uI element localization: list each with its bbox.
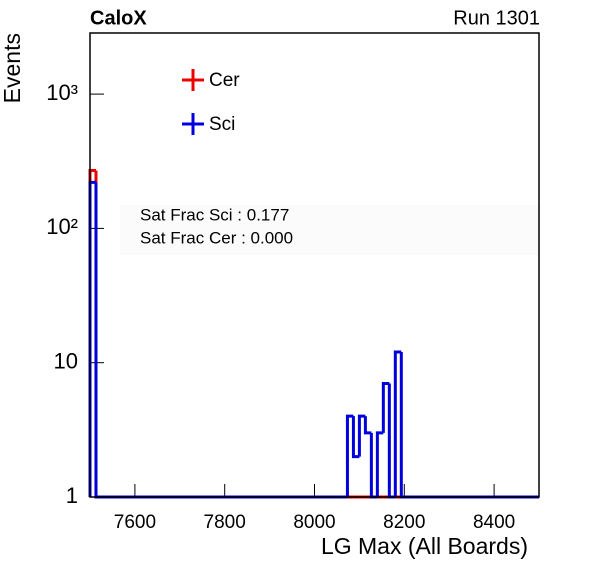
y-axis-title: Events <box>0 33 25 103</box>
legend-label: Cer <box>209 70 240 91</box>
histogram-bin <box>375 431 384 497</box>
histogram-bin <box>345 414 354 497</box>
x-tick-label: 7600 <box>114 512 156 533</box>
x-tick-label: 8000 <box>293 512 335 533</box>
chart-title: CaloX <box>90 7 147 29</box>
annotation: Sat Frac Cer : 0.000 <box>140 228 293 247</box>
histogram-bin <box>363 416 372 435</box>
annotation-box <box>120 205 540 255</box>
y-tick-label: 10² <box>46 214 78 239</box>
x-tick-label: 8200 <box>383 512 425 533</box>
y-tick-label: 1 <box>66 483 78 508</box>
plot-frame <box>89 32 540 498</box>
histogram-bin <box>393 350 402 497</box>
histogram-bin <box>357 414 366 457</box>
histogram-bin <box>381 382 390 433</box>
x-tick-label: 7800 <box>204 512 246 533</box>
x-tick-label: 8400 <box>473 512 515 533</box>
y-tick-label: 10³ <box>46 80 78 105</box>
histogram-bin <box>351 416 360 459</box>
x-axis-title: LG Max (All Boards) <box>321 533 528 559</box>
y-tick-label: 10 <box>54 349 78 374</box>
annotation: Sat Frac Sci : 0.177 <box>140 205 289 224</box>
chart-subtitle: Run 1301 <box>453 7 540 29</box>
legend-label: Sci <box>209 114 235 135</box>
